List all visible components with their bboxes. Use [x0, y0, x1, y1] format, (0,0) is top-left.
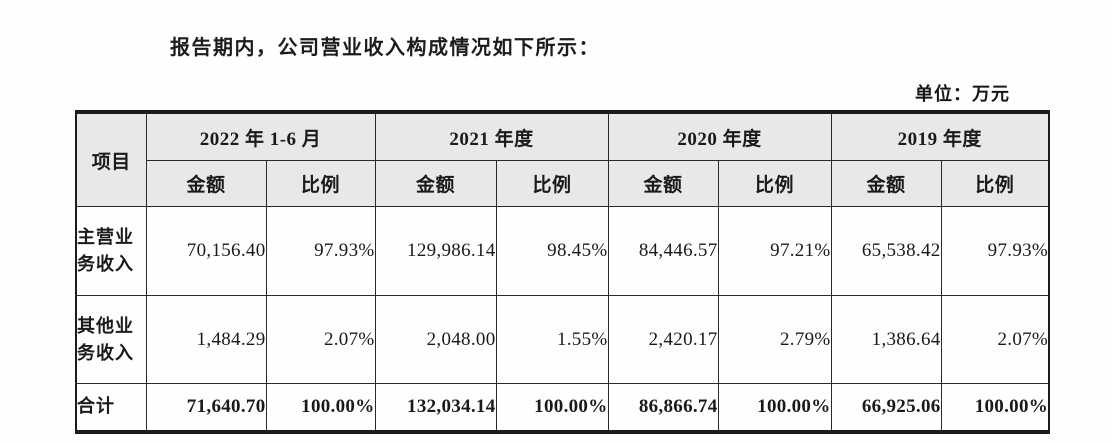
intro-text: 报告期内，公司营业收入构成情况如下所示：	[170, 37, 600, 59]
cell-ratio: 97.93%	[940, 206, 1050, 296]
cell-ratio: 2.07%	[265, 295, 376, 384]
subheader-ratio: 比例	[940, 160, 1050, 207]
row-label-total: 合计	[75, 383, 147, 432]
cell-amount: 70,156.40	[145, 206, 267, 296]
cell-ratio: 100.00%	[495, 383, 609, 432]
cell-amount: 1,484.29	[145, 295, 267, 384]
column-header-2019: 2019 年度	[830, 111, 1050, 161]
header-row-subheaders: 金额 比例 金额 比例 金额 比例 金额 比例	[76, 160, 1050, 207]
revenue-composition-table: 项目 2022 年 1-6 月 2021 年度 2020 年度 2019 年度 …	[75, 110, 1051, 434]
subheader-amount: 金额	[374, 160, 497, 207]
table-row-other-business: 其他业务收入 1,484.29 2.07% 2,048.00 1.55% 2,4…	[75, 295, 1050, 384]
cell-amount: 2,420.17	[607, 295, 719, 384]
cell-ratio: 98.45%	[495, 206, 609, 296]
cell-ratio: 100.00%	[940, 383, 1050, 432]
cell-ratio: 97.93%	[265, 206, 376, 296]
cell-amount: 66,925.06	[830, 383, 942, 432]
cell-ratio: 2.07%	[940, 295, 1050, 384]
cell-amount: 129,986.14	[374, 206, 497, 296]
column-header-2022h1: 2022 年 1-6 月	[145, 111, 376, 161]
column-header-2021: 2021 年度	[374, 111, 609, 161]
cell-amount: 132,034.14	[374, 383, 497, 432]
cell-ratio: 100.00%	[717, 383, 832, 432]
cell-ratio: 1.55%	[495, 295, 609, 384]
cell-amount: 71,640.70	[145, 383, 267, 432]
subheader-ratio: 比例	[717, 160, 832, 207]
cell-amount: 2,048.00	[374, 295, 497, 384]
subheader-ratio: 比例	[495, 160, 609, 207]
column-header-item: 项目	[75, 111, 147, 207]
table-row-total: 合计 71,640.70 100.00% 132,034.14 100.00% …	[75, 383, 1050, 432]
subheader-amount: 金额	[830, 160, 942, 207]
cell-amount: 1,386.64	[830, 295, 942, 384]
subheader-amount: 金额	[607, 160, 719, 207]
cell-amount: 84,446.57	[607, 206, 719, 296]
cell-amount: 86,866.74	[607, 383, 719, 432]
row-label: 其他业务收入	[75, 295, 147, 384]
row-label: 主营业务收入	[75, 206, 147, 296]
cell-amount: 65,538.42	[830, 206, 942, 296]
subheader-amount: 金额	[145, 160, 267, 207]
table-row-main-business: 主营业务收入 70,156.40 97.93% 129,986.14 98.45…	[75, 206, 1050, 296]
header-row-periods: 项目 2022 年 1-6 月 2021 年度 2020 年度 2019 年度	[75, 111, 1050, 207]
column-header-2020: 2020 年度	[607, 111, 832, 161]
cell-ratio: 2.79%	[717, 295, 832, 384]
subheader-ratio: 比例	[265, 160, 376, 207]
cell-ratio: 100.00%	[265, 383, 376, 432]
cell-ratio: 97.21%	[717, 206, 832, 296]
unit-label: 单位：万元	[915, 84, 1010, 104]
